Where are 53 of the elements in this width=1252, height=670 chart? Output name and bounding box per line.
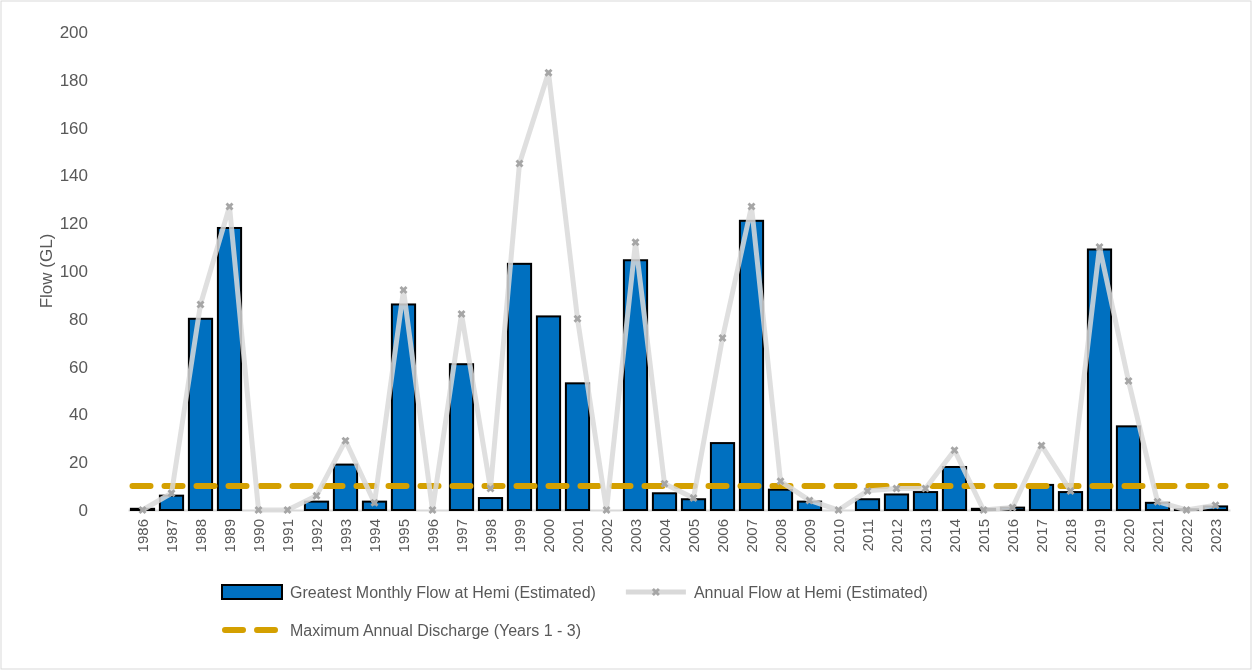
x-tick-label: 2017 (1032, 519, 1050, 553)
x-tick-label: 1999 (510, 519, 528, 553)
x-tick-label: 2014 (945, 519, 963, 553)
y-tick-label: 20 (69, 453, 88, 473)
y-tick-label: 140 (59, 166, 88, 186)
y-axis-title: Flow (GL) (37, 233, 56, 309)
x-tick-label: 2018 (1061, 519, 1079, 553)
x-tick-label: 2019 (1090, 519, 1108, 553)
x-tick-label: 2009 (800, 519, 818, 553)
x-tick-label: 1997 (452, 519, 470, 553)
legend-label: Greatest Monthly Flow at Hemi (Estimated) (290, 583, 596, 601)
x-tick-label: 2010 (829, 519, 847, 553)
x-tick-label: 2001 (568, 519, 586, 553)
x-tick-label: 2006 (713, 519, 731, 553)
x-tick-label: 2022 (1177, 519, 1195, 553)
y-tick-label: 60 (69, 357, 88, 377)
x-tick-label: 1989 (220, 519, 238, 553)
legend-label: Maximum Annual Discharge (Years 1 - 3) (290, 621, 582, 639)
x-tick-label: 2016 (1003, 519, 1021, 553)
x-tick-label: 2002 (597, 519, 615, 553)
x-tick-label: 1988 (191, 519, 209, 553)
y-tick-label: 100 (59, 261, 88, 281)
x-tick-label: 1996 (423, 519, 441, 553)
x-tick-label: 2004 (655, 519, 673, 553)
x-tick-label: 1995 (394, 519, 412, 553)
y-tick-label: 40 (69, 405, 88, 425)
x-tick-label: 1998 (481, 519, 499, 553)
x-tick-label: 2000 (539, 519, 557, 553)
y-tick-label: 180 (59, 70, 88, 90)
x-tick-label: 2012 (887, 519, 905, 553)
x-tick-label: 2005 (684, 519, 702, 553)
legend-label: Annual Flow at Hemi (Estimated) (693, 583, 928, 601)
y-tick-label: 160 (59, 118, 88, 138)
y-tick-label: 120 (59, 214, 88, 234)
x-tick-label: 2007 (742, 519, 760, 553)
x-tick-label: 2020 (1119, 519, 1137, 553)
x-tick-label: 2015 (974, 519, 992, 553)
x-tick-label: 2003 (626, 519, 644, 553)
x-tick-label: 2013 (916, 519, 934, 553)
x-tick-label: 1992 (307, 519, 325, 553)
x-tick-label: 1993 (336, 519, 354, 553)
x-tick-label: 1991 (278, 519, 296, 553)
x-tick-label: 1994 (365, 519, 383, 553)
y-tick-label: 80 (69, 309, 88, 329)
x-tick-label: 1987 (162, 519, 180, 553)
x-tick-label: 2021 (1148, 519, 1166, 553)
x-tick-label: 2011 (858, 519, 876, 552)
y-tick-label: 0 (78, 500, 88, 520)
x-tick-label: 1990 (249, 519, 267, 553)
y-tick-label: 200 (59, 22, 88, 42)
x-tick-label: 2023 (1206, 519, 1224, 553)
x-tick-label: 1986 (133, 519, 151, 553)
x-tick-label: 2008 (771, 519, 789, 553)
